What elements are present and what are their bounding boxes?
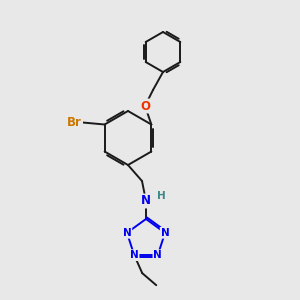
Text: N: N [141,194,151,208]
Text: N: N [160,228,169,238]
Text: N: N [153,250,162,260]
Text: N: N [123,228,131,238]
Text: Br: Br [67,116,82,129]
Text: O: O [140,100,150,112]
Text: N: N [130,250,139,260]
Text: H: H [157,191,166,201]
